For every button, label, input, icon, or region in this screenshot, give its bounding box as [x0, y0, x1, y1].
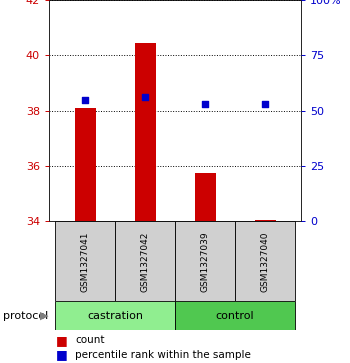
Text: GSM1327040: GSM1327040	[260, 231, 270, 291]
Point	[142, 94, 148, 100]
Bar	[235, 221, 295, 301]
Text: percentile rank within the sample: percentile rank within the sample	[75, 350, 251, 360]
Point	[262, 101, 268, 107]
Bar	[115, 221, 175, 301]
Bar	[55, 301, 175, 330]
Text: count: count	[75, 335, 105, 345]
Point	[202, 101, 208, 107]
Text: GSM1327039: GSM1327039	[201, 231, 210, 292]
Bar	[195, 173, 216, 221]
Text: control: control	[216, 311, 254, 321]
Bar	[55, 221, 115, 301]
Text: protocol: protocol	[4, 311, 49, 321]
Bar	[175, 301, 295, 330]
Text: castration: castration	[87, 311, 143, 321]
Text: GSM1327042: GSM1327042	[140, 231, 149, 291]
Text: ▶: ▶	[40, 311, 49, 321]
Bar	[75, 108, 96, 221]
Text: GSM1327041: GSM1327041	[80, 231, 90, 291]
Bar	[175, 221, 235, 301]
Bar	[254, 220, 275, 221]
Text: ■: ■	[56, 334, 68, 347]
Point	[82, 97, 88, 102]
Text: ■: ■	[56, 348, 68, 361]
Bar	[134, 43, 155, 221]
